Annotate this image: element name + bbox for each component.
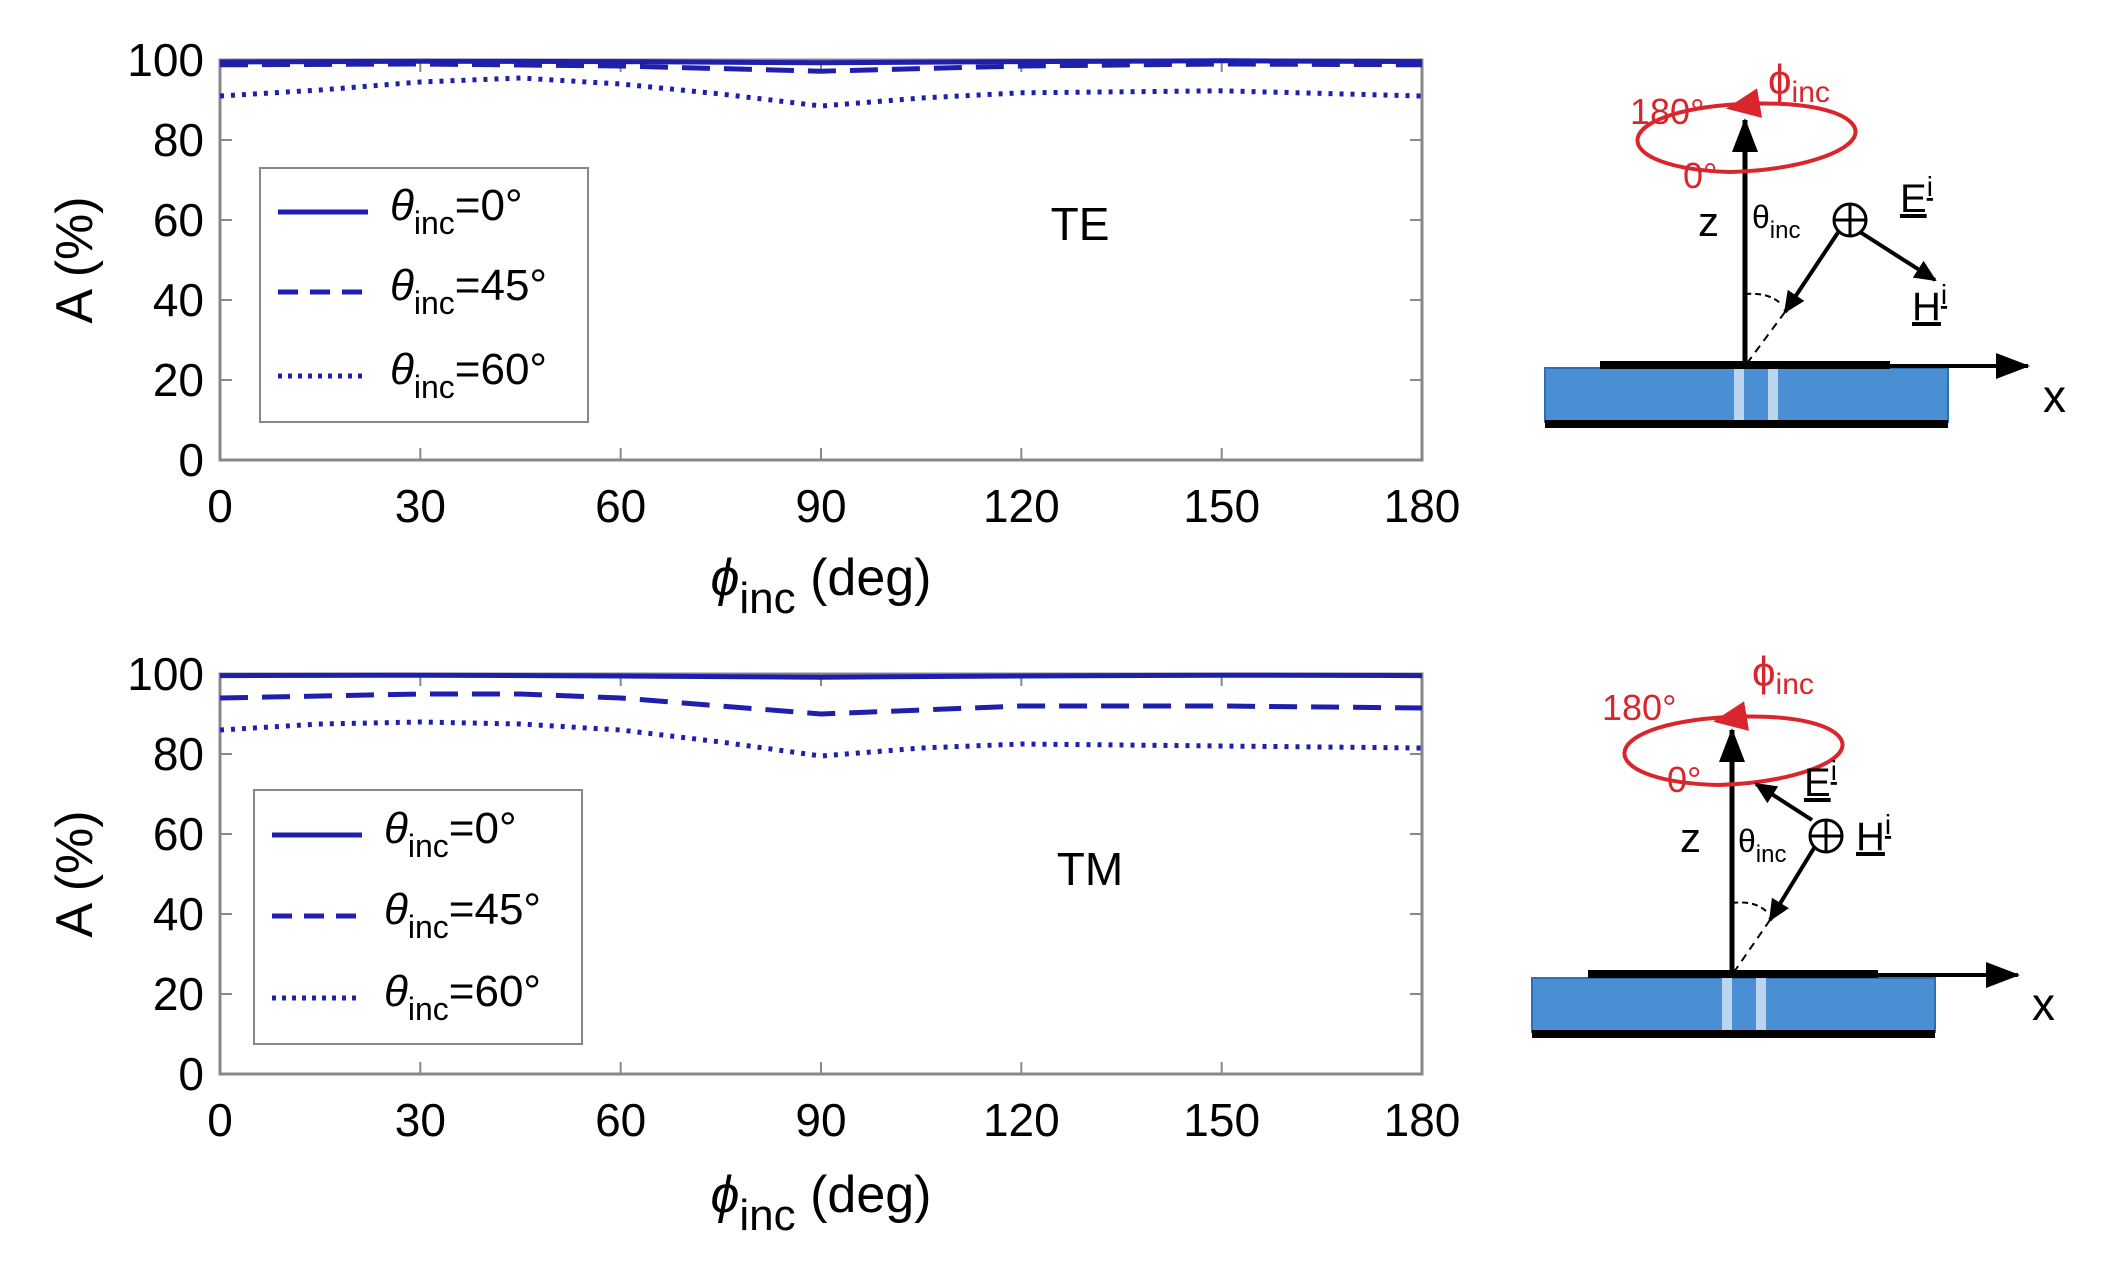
te-series-solid-line [219,58,1423,66]
tm-phi-label: ϕinc [1752,648,1814,701]
tm-phi-rotation-arrow [1622,714,1845,787]
tm-y-tick-label: 0 [178,1048,204,1100]
tm-y-tick-label: 100 [127,648,204,700]
te-legend-entry-1: θinc=45° [390,261,547,321]
tm-e-field-arrow [1754,782,1814,822]
tm-series-dotted-line [219,719,1423,759]
te-x-tick-label: 30 [395,480,446,532]
te-y-tick-label: 40 [153,274,204,326]
te-y-axis-title: A (%) [46,196,104,323]
te-z-label: z [1698,198,1719,245]
te-phi-rotation-head [1726,88,1763,118]
tm-legend-entry-1: θinc=45° [384,885,541,945]
tm-e-field-label: Ei [1804,755,1837,805]
tm-series [219,672,1423,759]
tm-y-axis-title: A (%) [46,810,104,937]
tm-x-tick-label: 150 [1183,1094,1260,1146]
te-x-tick-label: 0 [207,480,233,532]
te-series-dashed-line [219,61,1423,74]
te-ground-plane [1545,420,1948,428]
tm-y-tick-label: 80 [153,728,204,780]
tm-y-tick-label: 20 [153,968,204,1020]
tm-z-label: z [1680,814,1701,861]
tm-panel-label: TM [1057,843,1123,895]
tm-substrate [1531,977,1936,1033]
te-incident-ray-extension [1744,311,1786,367]
tm-x-tick-label: 60 [595,1094,646,1146]
te-e-field-label: Ei [1900,171,1933,221]
tm-ticks: 0 30 60 90 120 150 180 0 20 40 60 80 100 [127,648,1460,1146]
tm-via-left [1722,978,1732,1032]
te-angle-180: 180° [1630,91,1704,132]
tm-x-tick-label: 120 [983,1094,1060,1146]
tm-theta-label: θinc [1738,823,1786,868]
te-chart: 0 30 60 90 120 150 180 0 20 40 60 80 100 A (%) ϕinc … [46,34,1460,623]
tm-theta-arc [1731,901,1769,914]
te-ticks: 0 30 60 90 120 150 180 0 20 40 60 80 100 [127,34,1460,532]
te-via-right [1768,368,1778,422]
te-panel-label: TE [1051,198,1110,250]
te-x-axis-title: ϕinc (deg) [710,549,931,623]
tm-series-dashed-line [219,691,1423,717]
tm-ground-plane [1532,1030,1935,1038]
te-legend-entry-2: θinc=60° [390,345,547,405]
te-substrate [1544,367,1949,423]
tm-angle-0: 0° [1667,759,1701,800]
te-angle-0: 0° [1683,155,1717,196]
tm-y-tick-label: 40 [153,888,204,940]
te-theta-arc [1744,292,1783,306]
te-y-tick-label: 20 [153,354,204,406]
te-theta-label: θinc [1752,199,1800,244]
te-x-tick-label: 90 [795,480,846,532]
te-incident-ray [1783,220,1847,314]
te-phi-label: ϕinc [1768,56,1830,109]
tm-x-tick-label: 90 [795,1094,846,1146]
te-series [219,58,1423,109]
tm-incident-ray [1768,833,1824,922]
te-legend: θinc=0° θinc=45° θinc=60° [259,167,589,423]
tm-h-field-label: Hi [1856,809,1891,859]
tm-via-right [1756,978,1766,1032]
tm-legend-entry-2: θinc=60° [384,967,541,1027]
tm-phi-rotation-head [1713,701,1750,731]
te-x-label: x [2043,370,2066,422]
tm-legend: θinc=0° θinc=45° θinc=60° [253,789,583,1045]
te-phi-rotation-arrow [1635,101,1858,174]
te-h-field-arrow [1858,230,1937,282]
tm-angle-180: 180° [1602,687,1676,728]
te-legend-entry-0: θinc=0° [390,181,523,241]
tm-incident-ray-extension [1731,919,1771,976]
te-y-tick-label: 0 [178,434,204,486]
tm-incidence-diagram: 180° 0° ϕinc z θinc Ei Hi x [1531,648,2055,1038]
te-x-tick-label: 180 [1384,480,1461,532]
tm-x-tick-label: 180 [1384,1094,1461,1146]
tm-y-tick-label: 60 [153,808,204,860]
te-x-tick-label: 120 [983,480,1060,532]
te-y-tick-label: 80 [153,114,204,166]
tm-x-tick-label: 0 [207,1094,233,1146]
tm-legend-entry-0: θinc=0° [384,804,517,864]
te-series-dotted-line [219,75,1423,109]
te-x-tick-label: 150 [1183,480,1260,532]
te-y-tick-label: 100 [127,34,204,86]
te-x-tick-label: 60 [595,480,646,532]
te-h-field-label: Hi [1912,279,1947,329]
tm-x-axis-title: ϕinc (deg) [710,1166,931,1240]
te-via-left [1734,368,1744,422]
tm-chart: 0 30 60 90 120 150 180 0 20 40 60 80 100 A (%) ϕinc … [46,648,1460,1240]
tm-series-solid-line [219,672,1423,680]
te-y-tick-label: 60 [153,194,204,246]
tm-x-tick-label: 30 [395,1094,446,1146]
te-incidence-diagram: 180° 0° ϕinc z θinc Ei Hi x [1544,56,2066,428]
tm-x-label: x [2032,978,2055,1030]
